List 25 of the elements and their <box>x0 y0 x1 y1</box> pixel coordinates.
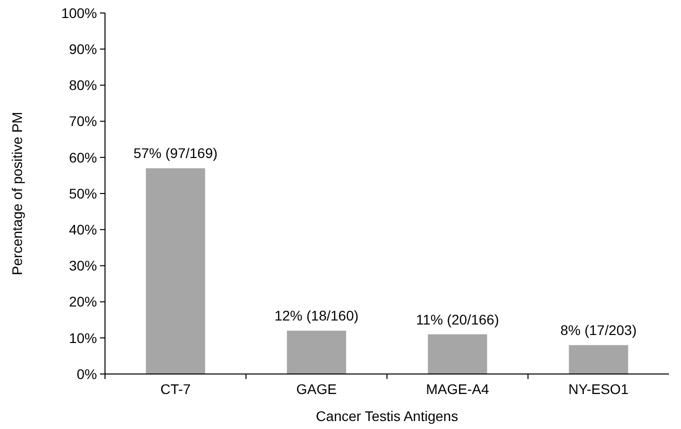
bar <box>568 345 628 374</box>
x-tick-label: CT-7 <box>160 381 191 397</box>
bar <box>428 334 488 374</box>
y-tick-label: 60% <box>68 149 97 166</box>
y-tick-label: 90% <box>68 41 97 57</box>
y-tick-label: 10% <box>68 330 97 346</box>
x-axis-title: Cancer Testis Antigens <box>316 408 458 424</box>
y-tick-label: 30% <box>68 258 97 274</box>
data-label: 8% (17/203) <box>560 322 637 338</box>
y-tick-label: 50% <box>68 185 97 202</box>
x-tick-label: GAGE <box>296 381 337 397</box>
bar <box>146 168 206 374</box>
x-tick-label: NY-ESO1 <box>568 381 629 397</box>
data-label: 11% (20/166) <box>416 311 500 328</box>
y-axis-title: Percentage of positive PM <box>9 112 25 276</box>
data-label: 12% (18/160) <box>274 308 359 324</box>
bar <box>286 330 346 374</box>
y-tick-label: 70% <box>68 113 97 130</box>
y-tick-label: 40% <box>68 222 97 238</box>
y-tick-label: 80% <box>68 77 97 94</box>
y-tick-label: 100% <box>61 4 97 21</box>
x-tick-label: MAGE-A4 <box>426 381 490 397</box>
y-tick-label: 20% <box>68 294 97 310</box>
data-label: 57% (97/169) <box>133 145 218 162</box>
y-tick-label: 0% <box>76 366 97 382</box>
